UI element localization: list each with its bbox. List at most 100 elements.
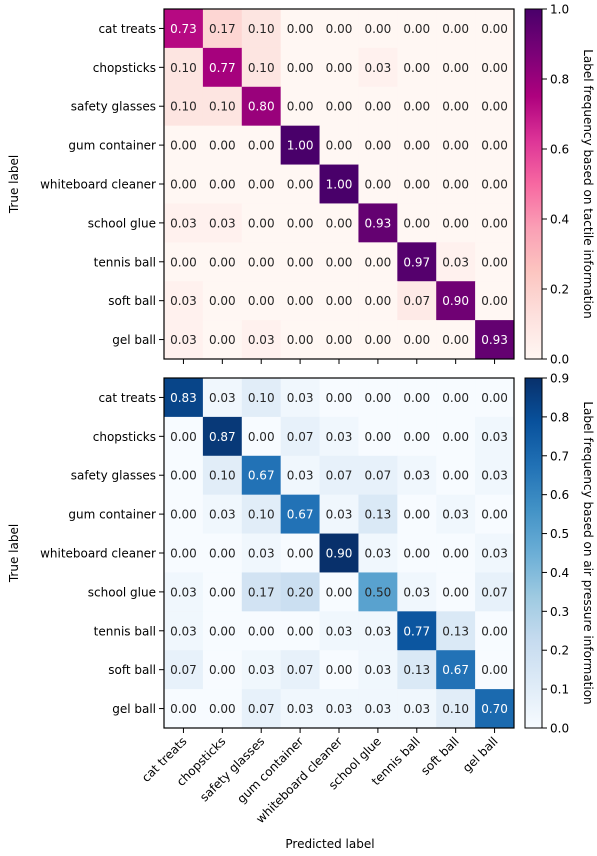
- cell-value-label: 0.03: [248, 333, 275, 347]
- cell-value-label: 0.67: [287, 508, 314, 522]
- y-tick-label: cat treats: [98, 391, 156, 405]
- cell-value-label: 0.00: [326, 22, 353, 36]
- cell-value-label: 0.00: [403, 391, 430, 405]
- heatmap-cell: [475, 47, 515, 88]
- cell-value-label: 0.00: [481, 216, 508, 230]
- cell-value-label: 0.03: [209, 508, 236, 522]
- heatmap-cell: [319, 164, 359, 204]
- heatmap-cell: [436, 611, 476, 651]
- cell-value-label: 0.00: [442, 469, 469, 483]
- heatmap-cell: [164, 242, 204, 282]
- heatmap-cell: [358, 320, 398, 360]
- cell-value-label: 0.00: [209, 663, 236, 677]
- heatmap-cell: [202, 281, 243, 321]
- cell-value-label: 0.03: [365, 61, 392, 75]
- y-tick-label: soft ball: [108, 663, 156, 677]
- cell-value-label: 0.00: [326, 663, 353, 677]
- cell-value-label: 0.00: [209, 255, 236, 269]
- cell-value-label: 0.00: [170, 178, 197, 192]
- heatmap-cell: [280, 689, 320, 729]
- cell-value-label: 0.10: [209, 100, 236, 114]
- heatmap-cell: [436, 281, 476, 321]
- heatmap-cell: [280, 242, 320, 282]
- cell-value-label: 0.73: [170, 22, 197, 36]
- cell-value-label: 0.00: [365, 139, 392, 153]
- y-tick-label: gel ball: [112, 333, 156, 347]
- tactile-confusion-matrix: 0.73 0.17 0.10 0.00 0.00 0.00 0.00 0.00 0.00 0.10…: [7, 3, 595, 367]
- heatmap-cell: [241, 203, 282, 243]
- heatmap-cell: [241, 650, 282, 690]
- heatmap-cell: [164, 9, 204, 49]
- colorbar-tick-label: 0.4: [550, 213, 569, 227]
- cell-value-label: 0.03: [209, 391, 236, 405]
- heatmap-cell: [475, 455, 515, 496]
- cell-value-label: 0.00: [403, 430, 430, 444]
- heatmap-cell: [358, 689, 398, 729]
- y-axis-label: True label: [7, 524, 21, 583]
- cell-value-label: 0.10: [248, 22, 275, 36]
- heatmap-cell: [397, 689, 437, 729]
- heatmap-cell: [241, 689, 282, 729]
- heatmap-cell: [397, 164, 437, 204]
- heatmap-cell: [436, 572, 476, 612]
- heatmap-cell: [319, 689, 359, 729]
- cell-value-label: 0.00: [442, 547, 469, 561]
- heatmap-cell: [280, 416, 320, 457]
- cell-value-label: 0.00: [403, 508, 430, 522]
- cell-value-label: 0.13: [403, 663, 430, 677]
- cell-value-label: 0.00: [287, 61, 314, 75]
- heatmap-cell: [202, 416, 243, 457]
- heatmap-cell: [241, 86, 282, 127]
- x-tick-label: soft ball: [418, 734, 462, 778]
- cell-value-label: 0.00: [481, 294, 508, 308]
- y-tick-label: safety glasses: [71, 100, 156, 114]
- heatmap-cell: [241, 572, 282, 612]
- heatmap-cell: [397, 416, 437, 457]
- heatmap-cell: [397, 320, 437, 360]
- y-tick-label: gum container: [68, 139, 156, 153]
- y-tick-label: gel ball: [112, 702, 156, 716]
- heatmap-cell: [164, 494, 204, 534]
- heatmap-cell: [319, 242, 359, 282]
- cell-value-label: 0.77: [403, 624, 430, 638]
- heatmap-cell: [164, 86, 204, 127]
- cell-value-label: 0.00: [248, 139, 275, 153]
- cell-value-label: 0.00: [481, 61, 508, 75]
- heatmap-cell: [280, 455, 320, 496]
- heatmap-cell: [202, 86, 243, 127]
- heatmap-cell: [475, 650, 515, 690]
- heatmap-cell: [436, 203, 476, 243]
- heatmap-cell: [241, 416, 282, 457]
- y-tick-label: whiteboard cleaner: [40, 547, 156, 561]
- cell-value-label: 0.03: [365, 624, 392, 638]
- cell-value-label: 0.00: [326, 255, 353, 269]
- cell-value-label: 0.03: [403, 469, 430, 483]
- cell-value-label: 0.03: [481, 469, 508, 483]
- heatmap-cell: [397, 378, 437, 418]
- heatmap-cell: [358, 164, 398, 204]
- cell-value-label: 0.93: [481, 333, 508, 347]
- heatmap-cell: [202, 494, 243, 534]
- colorbar-tick-label: 0.0: [550, 722, 569, 736]
- cell-value-label: 0.00: [365, 294, 392, 308]
- cell-value-label: 0.17: [209, 22, 236, 36]
- cell-value-label: 0.03: [287, 469, 314, 483]
- heatmap-cell: [436, 164, 476, 204]
- heatmap-cell: [202, 533, 243, 573]
- heatmap-cell: [436, 242, 476, 282]
- heatmap-cell: [164, 281, 204, 321]
- heatmap-cell: [436, 455, 476, 496]
- heatmap-cell: [397, 572, 437, 612]
- cell-value-label: 0.03: [248, 663, 275, 677]
- heatmap-cell: [358, 533, 398, 573]
- cell-value-label: 0.00: [287, 547, 314, 561]
- cell-value-label: 0.00: [442, 139, 469, 153]
- cell-value-label: 0.03: [170, 333, 197, 347]
- cell-value-label: 0.00: [326, 294, 353, 308]
- cell-value-label: 0.17: [248, 585, 275, 599]
- cell-value-label: 0.00: [442, 216, 469, 230]
- heatmap-cell: [319, 320, 359, 360]
- cell-value-label: 0.03: [326, 702, 353, 716]
- x-axis-label: Predicted label: [285, 837, 374, 851]
